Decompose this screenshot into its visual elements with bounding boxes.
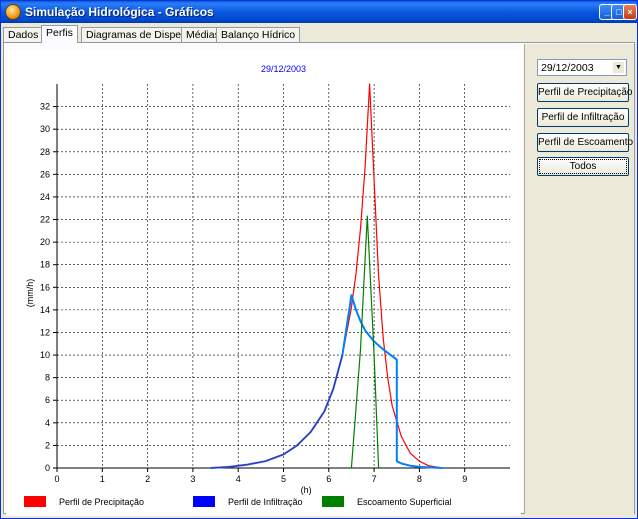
tab-balanco-hidrico[interactable]: Balanço Hídrico bbox=[216, 27, 301, 42]
legend-label-escoamento: Escoamento Superficial bbox=[357, 497, 452, 507]
perfil-escoamento-button[interactable]: Perfil de Escoamento bbox=[537, 133, 633, 152]
y-tick-label: 12 bbox=[40, 327, 50, 337]
x-tick-label: 8 bbox=[417, 474, 422, 484]
y-tick-label: 28 bbox=[40, 147, 50, 157]
chart-title: 29/12/2003 bbox=[261, 64, 306, 74]
tab-bar: Dados Perfis Diagramas de Dispersão Médi… bbox=[1, 25, 637, 43]
y-tick-label: 18 bbox=[40, 260, 50, 270]
perfil-infiltracao-button[interactable]: Perfil de Infiltração bbox=[537, 108, 629, 127]
chart-area: 0 2 4 6 8 10 12 14 16 18 20 22 24 26 28 30 32 0 1 2 3 4 5 6 7 8 9 2… bbox=[6, 50, 521, 516]
x-tick-label: 2 bbox=[145, 474, 150, 484]
tab-medias[interactable]: Médias bbox=[181, 27, 225, 42]
y-tick-label: 6 bbox=[45, 395, 50, 405]
window-title: Simulação Hidrológica - Gráficos bbox=[25, 5, 214, 19]
x-tick-label: 1 bbox=[100, 474, 105, 484]
legend-label-precipitacao: Perfil de Precipitação bbox=[59, 497, 144, 507]
x-tick-label: 3 bbox=[190, 474, 195, 484]
legend-swatch-infiltracao bbox=[193, 496, 215, 507]
y-tick-label: 4 bbox=[45, 418, 50, 428]
app-icon bbox=[5, 4, 21, 20]
y-tick-label: 2 bbox=[45, 440, 50, 450]
y-tick-label: 20 bbox=[40, 237, 50, 247]
date-select-value: 29/12/2003 bbox=[541, 62, 594, 74]
title-bar[interactable]: Simulação Hidrológica - Gráficos _ □ × bbox=[1, 1, 637, 23]
legend-swatch-escoamento bbox=[322, 496, 344, 507]
y-tick-label: 8 bbox=[45, 373, 50, 383]
x-tick-label: 9 bbox=[462, 474, 467, 484]
y-tick-label: 16 bbox=[40, 282, 50, 292]
legend-swatch-precipitacao bbox=[24, 496, 46, 507]
close-button[interactable]: × bbox=[623, 4, 637, 20]
y-tick-label: 32 bbox=[40, 102, 50, 112]
y-tick-label: 0 bbox=[45, 463, 50, 473]
x-tick-label: 5 bbox=[281, 474, 286, 484]
y-tick-label: 30 bbox=[40, 124, 50, 134]
y-tick-label: 22 bbox=[40, 215, 50, 225]
tab-diagramas-de-dispersao[interactable]: Diagramas de Dispersão bbox=[81, 27, 207, 42]
y-tick-label: 24 bbox=[40, 192, 50, 202]
y-tick-label: 14 bbox=[40, 305, 50, 315]
tab-dados[interactable]: Dados bbox=[3, 27, 44, 42]
perfil-precipitacao-button[interactable]: Perfil de Precipitação bbox=[537, 83, 633, 102]
y-tick-label: 10 bbox=[40, 350, 50, 360]
y-axis-label: (mm/h) bbox=[25, 279, 35, 308]
y-tick-label: 26 bbox=[40, 169, 50, 179]
overlap-series-line bbox=[210, 354, 343, 469]
chevron-down-icon[interactable]: ▼ bbox=[612, 61, 625, 74]
tab-perfis[interactable]: Perfis bbox=[41, 25, 78, 43]
x-tick-label: 6 bbox=[326, 474, 331, 484]
date-select[interactable]: 29/12/2003 ▼ bbox=[537, 59, 627, 76]
todos-button[interactable]: Todos bbox=[537, 157, 629, 176]
x-axis-label: (h) bbox=[301, 485, 312, 495]
legend-label-infiltracao: Perfil de Infiltração bbox=[228, 497, 303, 507]
x-tick-label: 4 bbox=[236, 474, 241, 484]
x-tick-label: 7 bbox=[372, 474, 377, 484]
x-tick-label: 0 bbox=[54, 474, 59, 484]
runoff-series-line bbox=[350, 215, 380, 469]
